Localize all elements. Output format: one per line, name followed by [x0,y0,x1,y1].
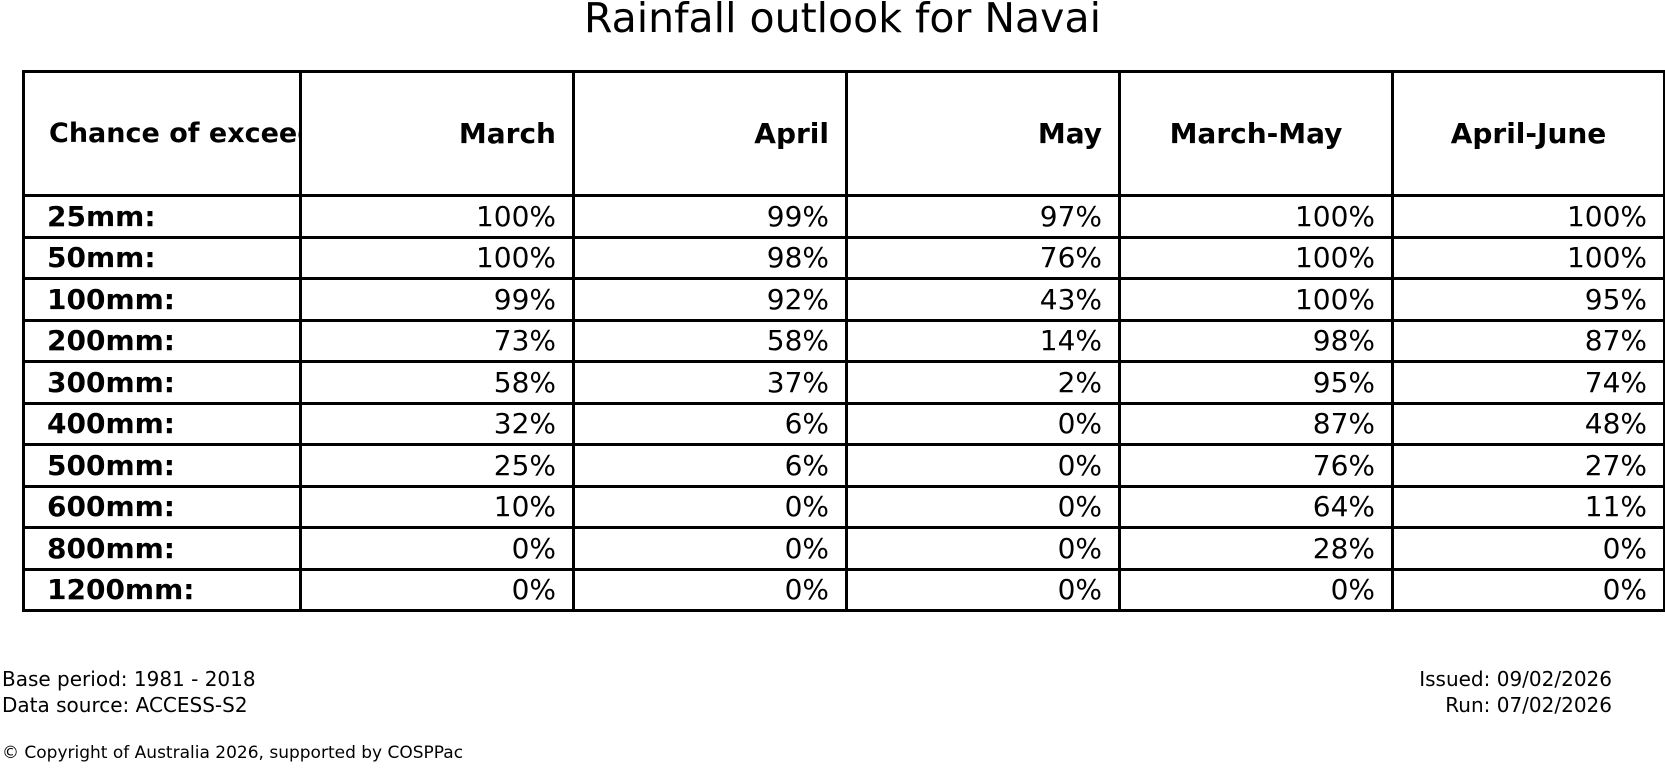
table-row: 200mm: 73% 58% 14% 98% 87% [22,318,1665,363]
value-cell: 58% [299,360,575,405]
threshold-label: 600mm: [22,484,302,529]
value-cell: 92% [572,277,848,322]
value-cell: 74% [1391,360,1665,405]
table-row: 600mm: 10% 0% 0% 64% 11% [22,484,1665,529]
value-cell: 32% [299,401,575,446]
threshold-label: 100mm: [22,277,302,322]
data-source-text: Data source: ACCESS-S2 [2,693,248,717]
table-row: 1200mm: 0% 0% 0% 0% 0% [22,567,1665,612]
value-cell: 6% [572,401,848,446]
column-header-april-june: April-June [1391,70,1665,197]
value-cell: 98% [572,235,848,280]
table-row: 500mm: 25% 6% 0% 76% 27% [22,443,1665,488]
copyright-text: © Copyright of Australia 2026, supported… [2,743,464,763]
value-cell: 76% [1118,443,1394,488]
value-cell: 95% [1118,360,1394,405]
value-cell: 37% [572,360,848,405]
rainfall-outlook-table: Chance of exceeding a threshold: March A… [22,70,1665,612]
value-cell: 43% [845,277,1121,322]
threshold-label: 400mm: [22,401,302,446]
header-row: Chance of exceeding a threshold: March A… [22,70,1665,197]
value-cell: 99% [299,277,575,322]
column-header-april: April [572,70,848,197]
value-cell: 11% [1391,484,1665,529]
value-cell: 0% [299,567,575,612]
value-cell: 0% [845,484,1121,529]
value-cell: 95% [1391,277,1665,322]
value-cell: 97% [845,194,1121,239]
footer-left-block: Base period: 1981 - 2018 Data source: AC… [2,666,256,718]
value-cell: 100% [1118,194,1394,239]
threshold-label: 300mm: [22,360,302,405]
value-cell: 0% [845,443,1121,488]
table-row: 25mm: 100% 99% 97% 100% 100% [22,194,1665,239]
value-cell: 0% [572,526,848,571]
value-cell: 100% [1118,235,1394,280]
column-header-march: March [299,70,575,197]
table-row: 800mm: 0% 0% 0% 28% 0% [22,526,1665,571]
footer-right-block: Issued: 09/02/2026 Run: 07/02/2026 [1419,666,1612,718]
table-row: 50mm: 100% 98% 76% 100% 100% [22,235,1665,280]
value-cell: 0% [845,401,1121,446]
threshold-label: 500mm: [22,443,302,488]
threshold-label: 200mm: [22,318,302,363]
value-cell: 0% [845,567,1121,612]
value-cell: 0% [1391,567,1665,612]
threshold-label: 25mm: [22,194,302,239]
value-cell: 99% [572,194,848,239]
value-cell: 0% [1391,526,1665,571]
value-cell: 48% [1391,401,1665,446]
value-cell: 98% [1118,318,1394,363]
threshold-label: 800mm: [22,526,302,571]
value-cell: 0% [572,567,848,612]
value-cell: 0% [845,526,1121,571]
table-row: 400mm: 32% 6% 0% 87% 48% [22,401,1665,446]
value-cell: 0% [1118,567,1394,612]
value-cell: 87% [1391,318,1665,363]
value-cell: 64% [1118,484,1394,529]
threshold-label: 50mm: [22,235,302,280]
value-cell: 2% [845,360,1121,405]
value-cell: 0% [572,484,848,529]
table-row: 100mm: 99% 92% 43% 100% 95% [22,277,1665,322]
value-cell: 0% [299,526,575,571]
value-cell: 87% [1118,401,1394,446]
value-cell: 100% [1391,235,1665,280]
value-cell: 27% [1391,443,1665,488]
value-cell: 73% [299,318,575,363]
value-cell: 25% [299,443,575,488]
threshold-label: 1200mm: [22,567,302,612]
value-cell: 100% [1391,194,1665,239]
threshold-column-header: Chance of exceeding a threshold: [22,70,302,197]
value-cell: 100% [1118,277,1394,322]
value-cell: 10% [299,484,575,529]
value-cell: 6% [572,443,848,488]
value-cell: 76% [845,235,1121,280]
table-body: 25mm: 100% 99% 97% 100% 100% 50mm: 100% … [22,194,1665,612]
table-row: 300mm: 58% 37% 2% 95% 74% [22,360,1665,405]
column-header-may: May [845,70,1121,197]
run-date-text: Run: 07/02/2026 [1445,693,1612,717]
value-cell: 100% [299,194,575,239]
value-cell: 14% [845,318,1121,363]
value-cell: 28% [1118,526,1394,571]
column-header-march-may: March-May [1118,70,1394,197]
issued-date-text: Issued: 09/02/2026 [1419,667,1612,691]
value-cell: 58% [572,318,848,363]
page-title: Rainfall outlook for Navai [584,0,1101,42]
value-cell: 100% [299,235,575,280]
base-period-text: Base period: 1981 - 2018 [2,667,256,691]
